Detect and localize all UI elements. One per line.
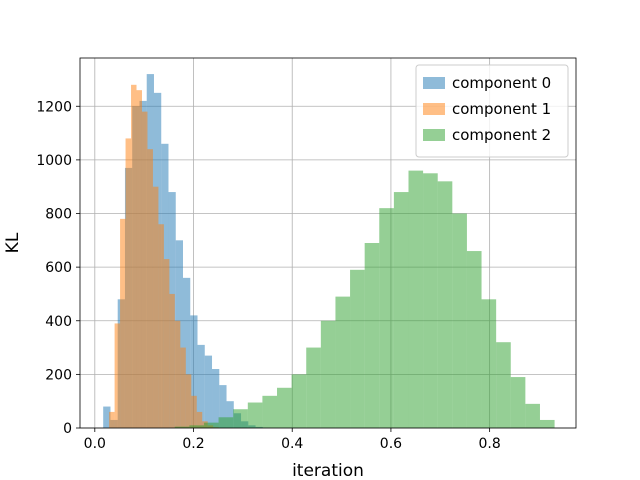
legend-label: component 2	[452, 126, 551, 144]
histogram-bars	[103, 74, 555, 429]
histogram-bar	[136, 90, 142, 428]
histogram-bar	[152, 186, 159, 428]
y-tick-label: 1000	[36, 153, 72, 169]
histogram-bar	[481, 299, 497, 428]
histogram-bar	[212, 369, 220, 428]
histogram-bar	[203, 422, 219, 428]
histogram-bar	[320, 320, 336, 428]
series-2-bars	[174, 170, 555, 428]
histogram-bar	[185, 374, 192, 428]
histogram-bar	[423, 173, 438, 428]
histogram-bar	[103, 406, 111, 428]
y-tick-label: 600	[45, 260, 72, 276]
histogram-bar	[114, 323, 121, 428]
histogram-bar	[335, 296, 351, 428]
x-tick-label: 0.2	[182, 436, 204, 452]
legend-label: component 1	[452, 100, 551, 118]
legend-label: component 0	[452, 74, 551, 92]
histogram-bar	[197, 344, 205, 428]
x-tick-label: 0.0	[84, 436, 106, 452]
histogram-bar	[174, 320, 181, 428]
y-axis-ticks: 0 200 400 600 800 1000 1200	[36, 99, 80, 437]
y-tick-label: 400	[45, 314, 72, 330]
histogram-bar	[277, 387, 292, 428]
histogram-bar	[163, 259, 170, 428]
histogram-bar	[189, 425, 204, 428]
histogram-bar	[158, 224, 164, 428]
legend-swatch	[423, 103, 445, 115]
histogram-bar	[147, 149, 153, 428]
x-tick-label: 0.4	[281, 436, 303, 452]
y-tick-label: 200	[45, 367, 72, 383]
x-tick-label: 0.8	[478, 436, 500, 452]
histogram-bar	[379, 208, 394, 428]
histogram-bar	[174, 426, 190, 428]
histogram-bar	[452, 213, 467, 428]
histogram-bar	[291, 374, 307, 428]
histogram-bar	[539, 419, 555, 428]
legend-swatch	[423, 129, 445, 141]
x-axis-ticks: 0.0 0.2 0.4 0.6 0.8	[84, 428, 501, 452]
histogram-bar	[247, 402, 263, 428]
histogram-bar	[191, 395, 197, 428]
histogram-bar	[437, 181, 453, 428]
histogram-bar	[196, 411, 203, 428]
y-tick-label: 1200	[36, 99, 72, 115]
histogram-bar	[218, 417, 234, 428]
histogram-bar	[125, 138, 132, 428]
histogram-bar	[190, 315, 198, 428]
legend-swatch	[423, 77, 445, 89]
histogram-bar	[306, 347, 321, 428]
histogram-bar	[408, 170, 424, 428]
histogram-bar	[510, 377, 526, 428]
histogram-bar	[180, 347, 186, 428]
legend: component 0 component 1 component 2	[415, 64, 569, 158]
series-1-bars	[109, 84, 219, 429]
histogram-bar	[233, 409, 248, 428]
histogram-bar	[204, 355, 213, 428]
histogram-bar	[131, 84, 137, 429]
x-tick-label: 0.6	[380, 436, 402, 452]
histogram-bar	[350, 269, 365, 428]
histogram-bar	[393, 192, 409, 428]
y-tick-label: 0	[63, 421, 72, 437]
histogram-bar	[226, 401, 234, 428]
y-tick-label: 800	[45, 207, 72, 223]
histogram-bar	[262, 395, 278, 428]
legend-frame	[415, 64, 569, 158]
y-axis-label: KL	[3, 232, 23, 253]
histogram-bar	[364, 243, 380, 428]
plot-area-frame	[79, 57, 577, 429]
histogram-bar	[109, 411, 115, 428]
histogram-bar	[141, 111, 148, 428]
histogram-bar	[120, 218, 126, 428]
histogram-bar	[466, 251, 482, 428]
histogram-bar	[496, 342, 511, 428]
histogram-bar	[219, 385, 227, 428]
histogram-bar	[525, 403, 540, 428]
histogram-bar	[183, 277, 191, 428]
histogram-bar	[169, 293, 175, 428]
x-axis-label: iteration	[292, 461, 364, 480]
